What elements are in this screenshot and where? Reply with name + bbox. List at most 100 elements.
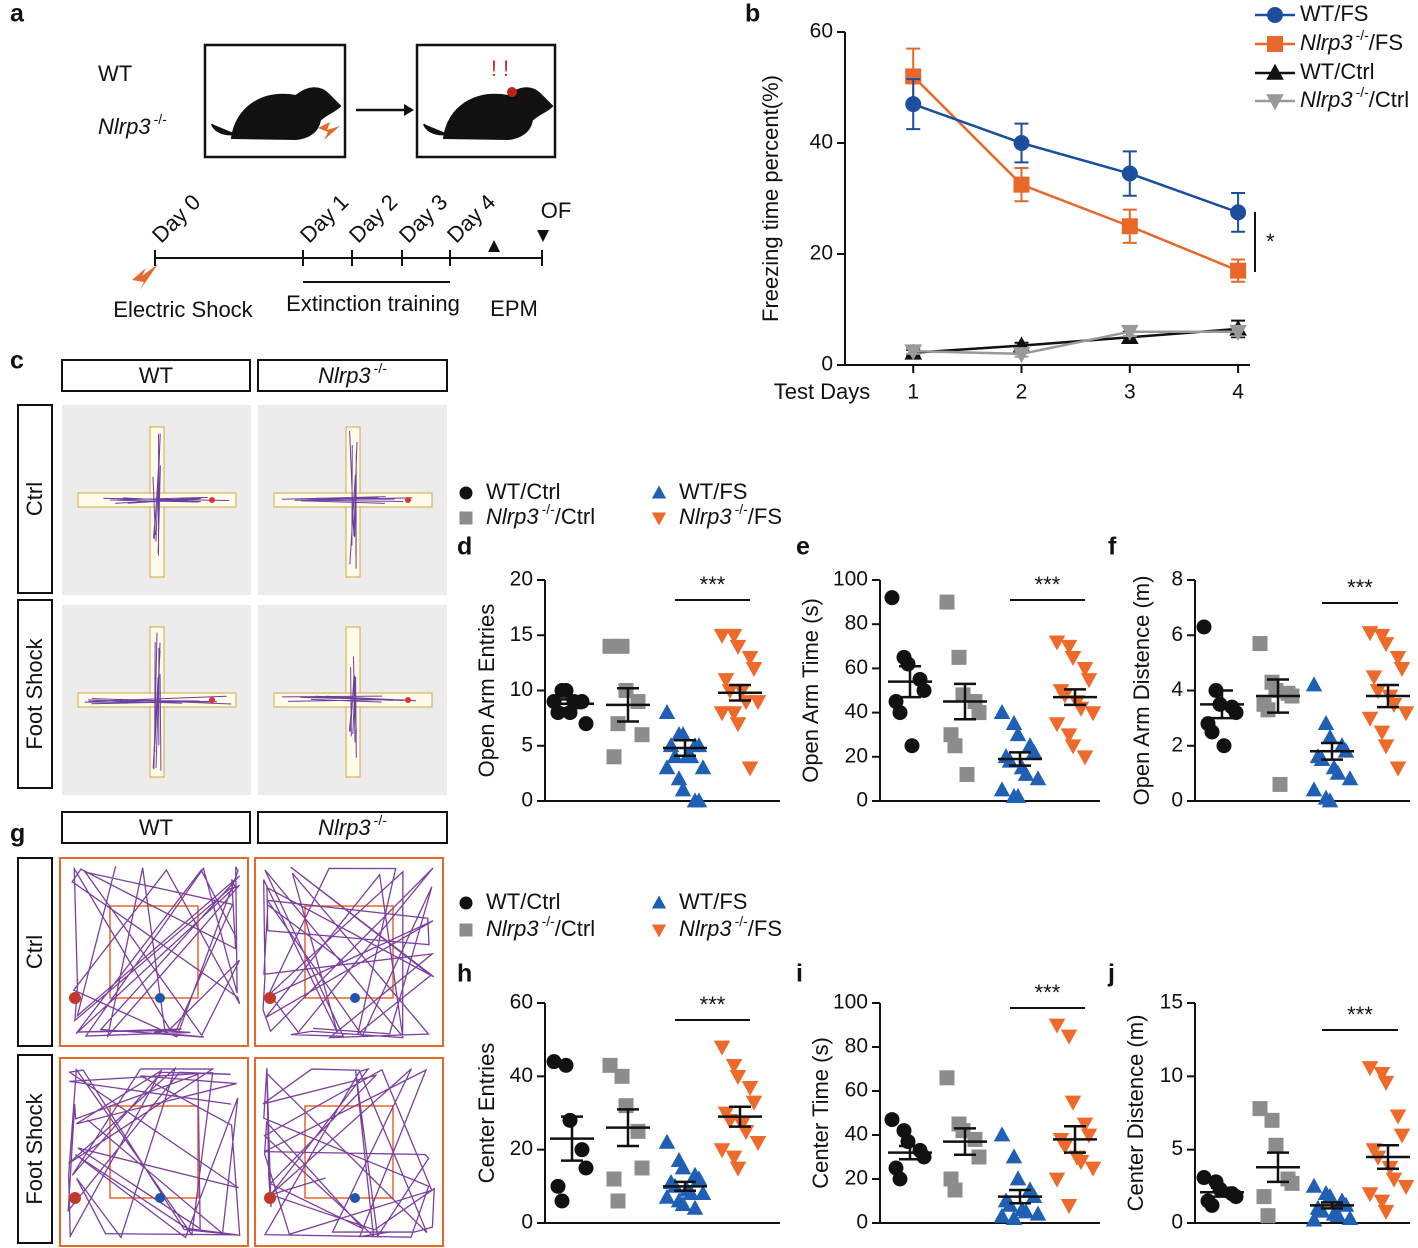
point (1025, 743, 1043, 759)
text-part: Nlrp3 (318, 815, 371, 840)
y-tick-label: 2 (1171, 733, 1183, 756)
y-tick-label: 0 (521, 789, 533, 812)
sem-bar (1267, 678, 1289, 714)
row-label: Foot Shock (22, 637, 47, 749)
genotype: Nlrp3 -/- (98, 111, 167, 139)
point (1204, 724, 1220, 740)
point (1064, 1095, 1082, 1111)
point (1009, 787, 1027, 803)
track (103, 433, 229, 556)
row-header (17, 1054, 53, 1244)
text-part: Nlrp3 (679, 916, 732, 941)
alarm: ! ! (491, 56, 509, 81)
point (674, 726, 692, 742)
y-tick-label: 80 (845, 612, 868, 635)
point (1204, 1197, 1220, 1213)
legend-marker (1267, 36, 1283, 52)
point (602, 1057, 618, 1073)
y-tick-label: 15 (1160, 991, 1183, 1014)
point (658, 1188, 676, 1204)
y-tick-label: 5 (521, 733, 533, 756)
point (554, 1193, 570, 1209)
point (674, 1196, 692, 1212)
point (1060, 728, 1078, 744)
point (1305, 781, 1323, 797)
panel-letter: j (1107, 960, 1115, 988)
y-axis-label: Center Time (s) (808, 1037, 833, 1189)
point (939, 1070, 955, 1086)
point (1228, 705, 1244, 721)
point (1377, 1204, 1395, 1220)
point (892, 1171, 908, 1187)
y-tick-label: 8 (1171, 568, 1183, 591)
point (1361, 626, 1379, 642)
point (1377, 739, 1395, 755)
x-tick-label: 4 (1232, 381, 1244, 404)
point (1252, 636, 1268, 652)
point (634, 1160, 650, 1176)
point (1305, 676, 1323, 692)
significance: *** (1347, 575, 1373, 600)
row-header (17, 857, 53, 1047)
marker-arrow (488, 240, 500, 252)
series-line (913, 330, 1239, 356)
point (1048, 1018, 1066, 1034)
sem-bar (617, 1108, 639, 1148)
sem-bar (1064, 1124, 1086, 1154)
point (1268, 683, 1284, 698)
point (1048, 1172, 1066, 1188)
point (1385, 697, 1403, 713)
legend-marker (459, 511, 473, 525)
point (1393, 662, 1411, 678)
shock-label: Electric Shock (113, 297, 253, 322)
point (1121, 165, 1138, 182)
x-tick-label: 2 (1016, 381, 1028, 404)
text-part: /Ctrl (1369, 87, 1409, 112)
point (916, 683, 932, 698)
point (1260, 1208, 1276, 1224)
text-part: -/- (735, 913, 749, 929)
lightning (318, 122, 340, 140)
point (939, 594, 955, 610)
point (971, 1149, 987, 1165)
track (67, 1066, 241, 1239)
point (1048, 635, 1066, 651)
point (1329, 1207, 1347, 1223)
point (741, 1080, 759, 1096)
column-label: WT (139, 363, 173, 388)
point (1341, 1209, 1359, 1225)
point (1196, 619, 1212, 635)
point (670, 770, 688, 786)
legend-marker (651, 895, 667, 909)
y-axis-label: Freezing time percent(%) (758, 75, 783, 322)
text-part: /FS (1369, 30, 1403, 55)
y-tick-label: 100 (833, 568, 868, 591)
point (1256, 1189, 1272, 1205)
point (1064, 650, 1082, 666)
point (614, 638, 630, 654)
point (729, 717, 747, 733)
point (1389, 761, 1407, 777)
point (566, 694, 582, 710)
point (884, 590, 900, 606)
point (905, 68, 922, 85)
point (658, 703, 676, 719)
point (900, 656, 916, 672)
sem-bar (561, 1115, 583, 1162)
track-point (350, 993, 360, 1003)
point (993, 1207, 1011, 1223)
point (947, 738, 963, 754)
row-label: Ctrl (22, 482, 47, 516)
point (955, 687, 971, 703)
mouse (211, 87, 342, 141)
point (1076, 662, 1094, 678)
column-header (61, 811, 251, 844)
sem-bar (561, 698, 583, 710)
text-part: WT (98, 61, 132, 86)
point (713, 706, 731, 722)
legend-marker (459, 896, 473, 910)
sem-bar (674, 738, 696, 757)
point (1048, 717, 1066, 733)
sem-bar (729, 1105, 751, 1128)
point (1064, 739, 1082, 755)
